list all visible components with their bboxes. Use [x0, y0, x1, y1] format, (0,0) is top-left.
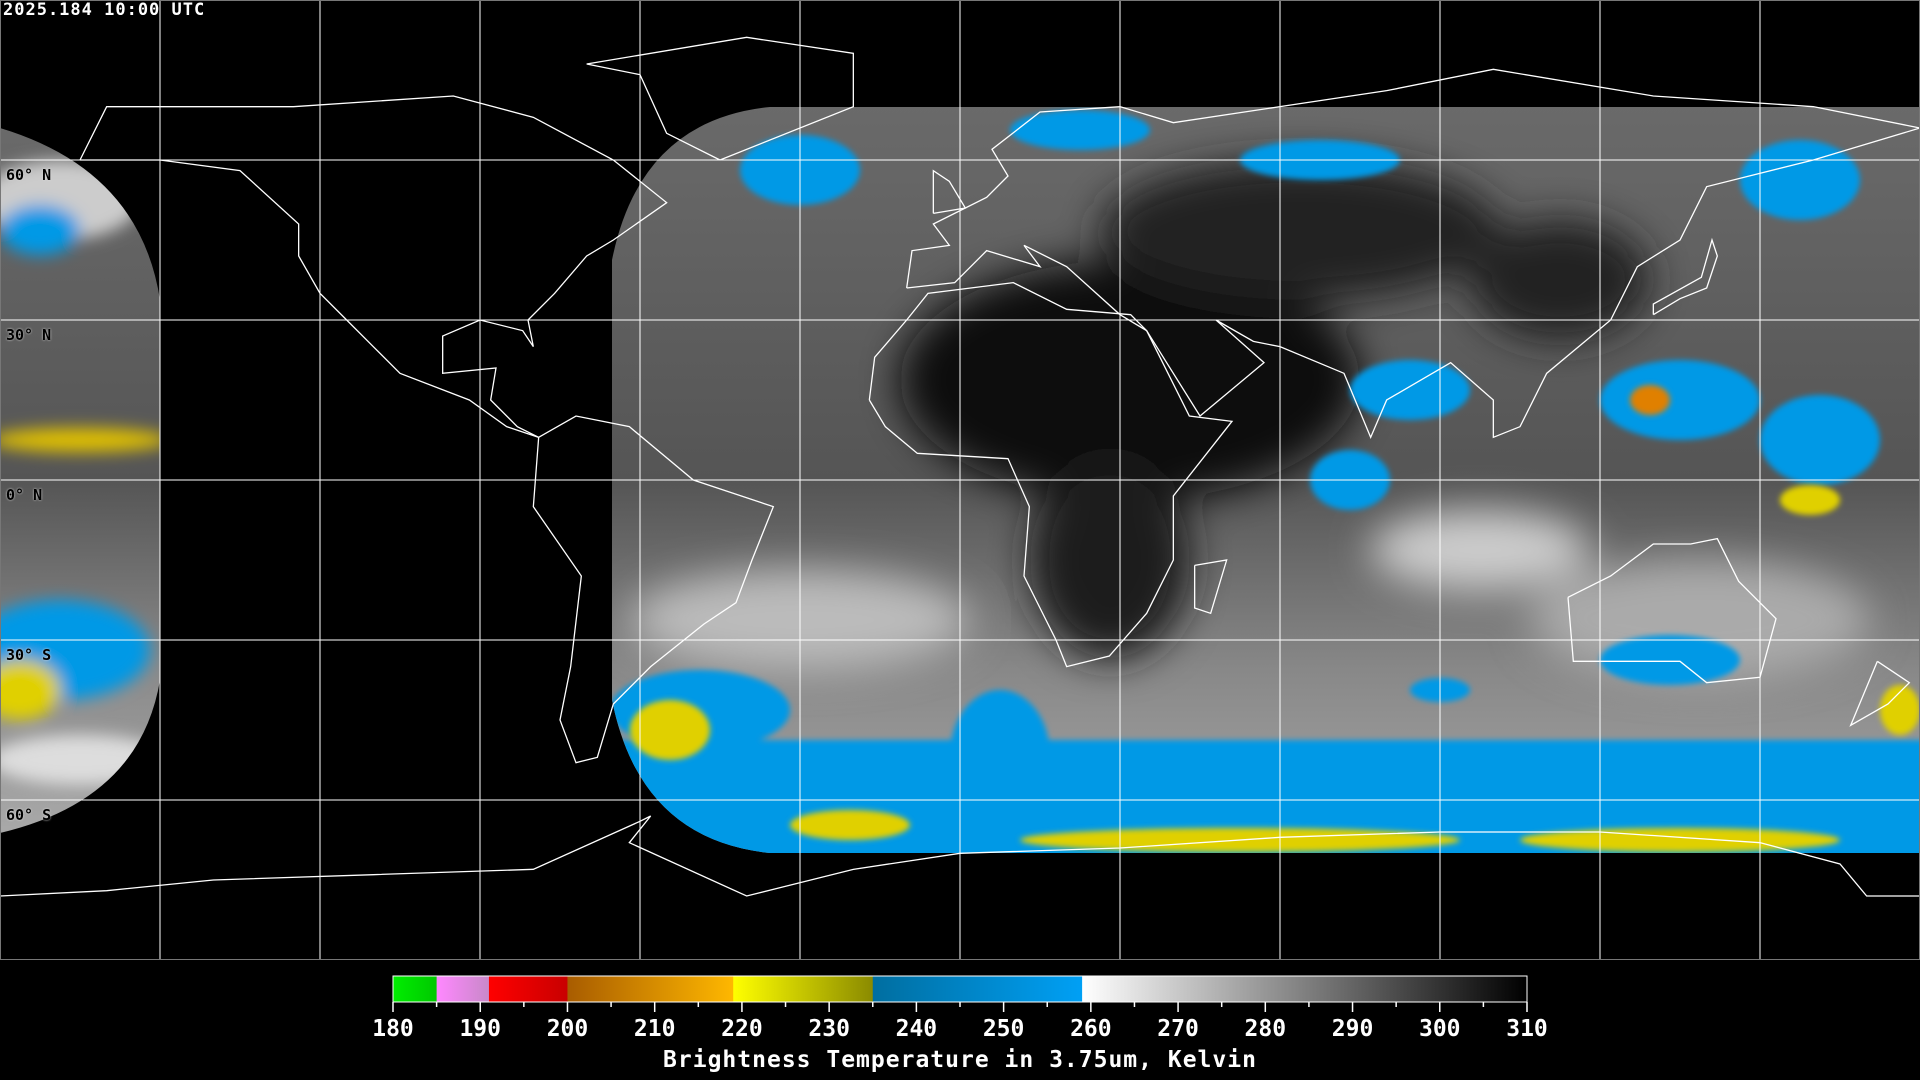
- colorbar-tick-label: 310: [1506, 1016, 1548, 1042]
- coastline-greenland: [586, 36, 854, 161]
- colorbar-tick-label: 180: [372, 1016, 414, 1042]
- colorbar-tick-label: 270: [1157, 1016, 1199, 1042]
- lat-label-60s: 60° S: [6, 806, 52, 824]
- satellite-map: [0, 0, 1920, 960]
- colorbar-segment: [872, 976, 1083, 1002]
- colorbar: 180 190 200 210 220 230 240 250 260 270 280 290 300 3…: [372, 975, 1548, 1042]
- timestamp: 2025.184 10:00 UTC: [3, 0, 206, 20]
- colorbar-segment: [567, 976, 734, 1002]
- colorbar-segment: [1082, 976, 1528, 1002]
- colorbar-tick-label: 240: [896, 1016, 938, 1042]
- coastline-australia: [1567, 537, 1777, 684]
- colorbar-tick-label: 300: [1419, 1016, 1461, 1042]
- colorbar-tick-label: 290: [1332, 1016, 1374, 1042]
- lat-label-30s: 30° S: [6, 646, 52, 664]
- colorbar-tick-label: 230: [808, 1016, 850, 1042]
- colorbar-segment: [488, 976, 568, 1002]
- graticule: [0, 0, 1920, 960]
- lat-label-0n: 0° N: [6, 486, 43, 504]
- lat-label-60n: 60° N: [6, 166, 52, 184]
- coastline-africa: [868, 281, 1234, 668]
- coastline-madagascar: [1194, 559, 1228, 615]
- coastline-antarctica: [0, 815, 1920, 897]
- colorbar-tick-label: 250: [983, 1016, 1025, 1042]
- lat-label-30n: 30° N: [6, 326, 52, 344]
- colorbar-segment: [733, 976, 874, 1002]
- coastline-eurasia: [906, 68, 1920, 289]
- colorbar-tick-label: 190: [459, 1016, 501, 1042]
- colorbar-tick-label: 280: [1245, 1016, 1287, 1042]
- colorbar-segment: [436, 976, 490, 1002]
- colorbar-tick-label: 210: [634, 1016, 676, 1042]
- colorbar-tick-label: 220: [721, 1016, 763, 1042]
- coastline-north-america: [79, 95, 668, 438]
- coastline-new-zealand: [1849, 660, 1911, 727]
- coastlines: [0, 36, 1920, 897]
- colorbar-tick-label: 200: [547, 1016, 589, 1042]
- coastline-asia-east: [906, 127, 1920, 440]
- coastline-japan: [1652, 237, 1719, 316]
- colorbar-tick-label: 260: [1070, 1016, 1112, 1042]
- colorbar-title: Brightness Temperature in 3.75um, Kelvin: [663, 1047, 1257, 1073]
- colorbar-segment: [393, 976, 438, 1002]
- coastline-south-america: [532, 415, 775, 764]
- coastline-great-britain: [932, 169, 967, 214]
